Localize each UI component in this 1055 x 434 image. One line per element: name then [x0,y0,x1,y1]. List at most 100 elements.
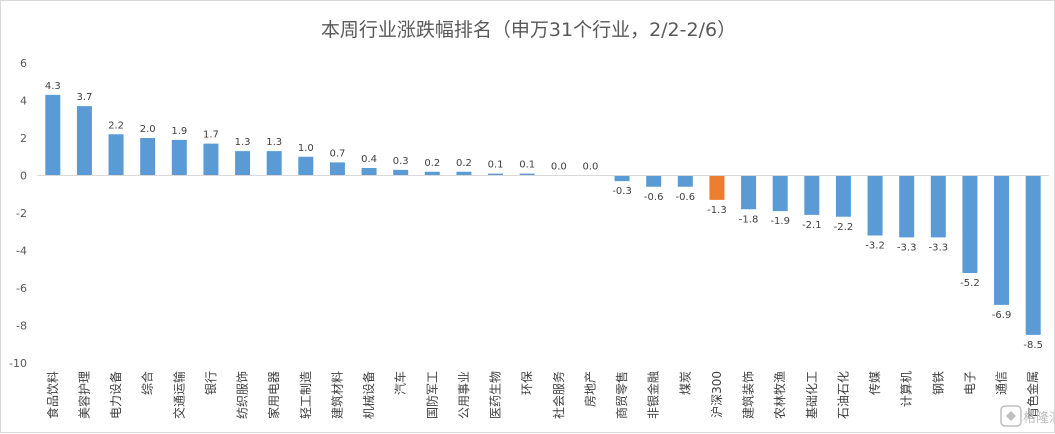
bar-传媒 [868,176,883,236]
category-label: 通信 [995,371,1009,395]
bar-电力设备 [109,134,124,175]
y-tick-label: -2 [16,207,27,220]
data-label: 3.7 [76,92,92,103]
y-tick-label: -4 [16,245,27,258]
category-label: 汽车 [393,371,408,395]
category-label: 石油石化 [836,371,850,419]
data-label: 1.9 [171,126,187,137]
data-label: 1.0 [298,143,314,154]
bar-机械设备 [362,168,377,176]
bar-建筑装饰 [741,176,756,210]
data-label: 0.1 [488,160,504,171]
category-label: 基础化工 [805,371,819,419]
bar-轻工制造 [298,157,313,176]
y-tick-label: -8 [16,320,27,333]
data-label: 0.0 [582,162,598,173]
category-label: 社会服务 [551,371,566,419]
bar-石油石化 [836,176,851,217]
data-label: -2.1 [802,220,822,231]
category-label: 电力设备 [109,371,123,419]
data-label: 2.0 [140,124,156,135]
data-label: -6.9 [992,310,1012,321]
data-label: -2.2 [834,222,854,233]
category-label: 公用事业 [457,371,471,419]
watermark-text: 格隆汇 [1023,410,1055,426]
data-label: 0.2 [456,158,472,169]
category-label: 国防军工 [424,371,439,419]
data-label: 1.3 [266,137,282,148]
data-label: -3.2 [865,241,885,252]
bar-国防军工 [425,172,440,176]
category-label: 计算机 [899,371,914,407]
data-label: 0.4 [361,154,377,165]
data-labels-group: 4.3 3.7 2.2 2.0 1.9 1.7 1.3 1.3 1.0 0.7 0.4 0.3 0.2 0… [45,81,1043,351]
y-tick-label: -6 [16,282,27,295]
bar-建筑材料 [330,162,345,175]
category-label: 建筑装饰 [741,371,756,419]
data-label: 0.7 [329,148,345,159]
y-tick-label: 2 [20,132,27,145]
category-label: 食品饮料 [45,371,60,419]
y-tick-label: 6 [20,57,27,70]
data-label: -1.8 [739,214,759,225]
bar-纺织服饰 [235,151,250,175]
category-label: 沪深300 [710,371,724,418]
category-label: 房地产 [582,371,597,407]
bar-非银金融 [646,176,661,187]
bar-汽车 [393,170,408,176]
data-label: 4.3 [45,81,61,92]
data-label: 0.1 [519,160,535,171]
bar-综合 [140,138,155,176]
data-label: 0.3 [393,156,409,167]
category-label: 传媒 [867,371,882,395]
y-tick-label: 0 [20,170,27,183]
bar-公用事业 [456,172,471,176]
y-tick-label: 4 [20,95,27,108]
category-label: 煤炭 [678,371,692,395]
data-label: 1.7 [203,130,219,141]
category-label: 纺织服饰 [236,371,250,419]
data-label: -0.6 [644,192,664,203]
bar-通信 [994,176,1009,305]
category-label: 农林牧渔 [773,371,787,419]
bars-group [45,95,1040,335]
data-label: -0.6 [676,192,696,203]
category-label: 钢铁 [931,371,945,395]
data-label: 1.3 [235,137,251,148]
bar-食品饮料 [45,95,60,176]
data-label: -1.9 [770,216,790,227]
data-label: -3.3 [929,242,949,253]
category-label: 轻工制造 [299,371,313,419]
data-label: -3.3 [897,242,917,253]
category-label: 机械设备 [361,371,376,419]
category-label: 医药生物 [489,371,503,419]
bar-计算机 [899,176,914,238]
bar-商贸零售 [615,176,630,182]
category-label: 家用电器 [266,371,281,419]
bar-银行 [203,144,218,176]
bar-沪深300 [709,176,724,200]
bar-电子 [962,176,977,274]
bar-交通运输 [172,140,187,176]
bar-煤炭 [678,176,693,187]
bar-有色金属 [1026,176,1041,335]
y-tick-label: -10 [9,357,27,370]
category-label: 银行 [204,371,218,395]
data-label: -0.3 [612,186,632,197]
bar-钢铁 [931,176,946,238]
bar-基础化工 [804,176,819,215]
category-label: 交通运输 [171,371,186,419]
bar-家用电器 [267,151,282,175]
data-label: 0.0 [551,162,567,173]
bar-农林牧渔 [773,176,788,212]
data-label: -1.3 [707,205,727,216]
category-label: 环保 [520,371,534,395]
category-label: 商贸零售 [614,371,629,419]
category-label: 非银金融 [646,371,661,419]
y-axis: 6 4 2 0 -2 -4 -6 -8 -10 [9,57,27,370]
data-label: 2.2 [108,120,124,131]
bar-美容护理 [77,106,92,175]
data-label: 0.2 [424,158,440,169]
